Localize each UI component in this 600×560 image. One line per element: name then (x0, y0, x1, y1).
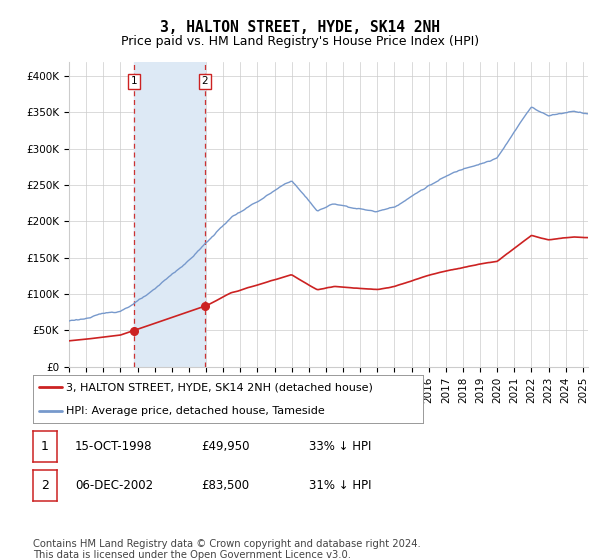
Text: 3, HALTON STREET, HYDE, SK14 2NH: 3, HALTON STREET, HYDE, SK14 2NH (160, 20, 440, 35)
Text: 31% ↓ HPI: 31% ↓ HPI (309, 479, 371, 492)
Text: 15-OCT-1998: 15-OCT-1998 (75, 440, 152, 453)
Text: £49,950: £49,950 (201, 440, 250, 453)
Text: £83,500: £83,500 (201, 479, 249, 492)
Text: 3, HALTON STREET, HYDE, SK14 2NH (detached house): 3, HALTON STREET, HYDE, SK14 2NH (detach… (66, 382, 373, 392)
Text: Price paid vs. HM Land Registry's House Price Index (HPI): Price paid vs. HM Land Registry's House … (121, 35, 479, 48)
Text: 33% ↓ HPI: 33% ↓ HPI (309, 440, 371, 453)
Text: 2: 2 (41, 479, 49, 492)
Text: 06-DEC-2002: 06-DEC-2002 (75, 479, 153, 492)
Text: HPI: Average price, detached house, Tameside: HPI: Average price, detached house, Tame… (66, 406, 325, 416)
Text: 1: 1 (41, 440, 49, 453)
Bar (134, 62, 205, 367)
Text: 1: 1 (131, 76, 137, 86)
Text: Contains HM Land Registry data © Crown copyright and database right 2024.
This d: Contains HM Land Registry data © Crown c… (33, 539, 421, 560)
Text: 2: 2 (202, 76, 208, 86)
